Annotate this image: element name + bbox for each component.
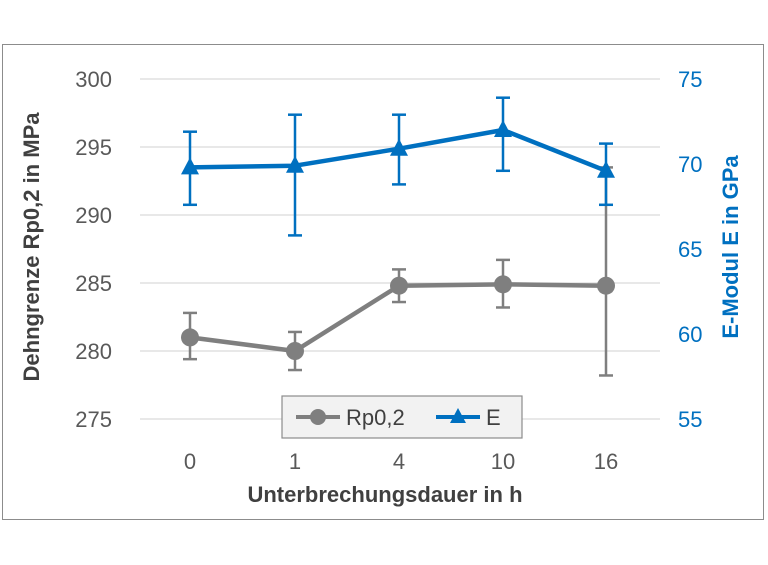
y-left-tick-label: 295 bbox=[75, 135, 112, 160]
data-point bbox=[181, 328, 199, 347]
data-point bbox=[181, 157, 199, 175]
y-right-axis-title: E-Modul E in GPa bbox=[718, 155, 743, 339]
x-axis-title: Unterbrechungsdauer in h bbox=[247, 482, 522, 507]
legend-rp-marker bbox=[310, 409, 326, 425]
y-right-tick-label: 55 bbox=[678, 407, 702, 432]
y-right-tick-label: 75 bbox=[678, 67, 702, 92]
y-left-tick-label: 290 bbox=[75, 203, 112, 228]
data-point bbox=[494, 275, 512, 294]
x-tick-label: 10 bbox=[491, 449, 515, 474]
data-point bbox=[390, 138, 408, 156]
tick-labels: 275 280 285 290 295 300 55 60 65 70 75 0 1 4 10 16 bbox=[75, 67, 702, 474]
data-point bbox=[390, 276, 408, 295]
chart-frame bbox=[2, 44, 764, 520]
legend-e-marker bbox=[450, 408, 466, 423]
y-right-tick-label: 60 bbox=[678, 322, 702, 347]
y-left-axis-title: Dehngrenze Rp0,2 in MPa bbox=[19, 112, 44, 382]
data-point bbox=[286, 155, 304, 173]
series-rp02 bbox=[181, 166, 615, 377]
legend: Rp0,2 E bbox=[281, 395, 523, 439]
legend-label-e: E bbox=[486, 405, 501, 430]
y-left-tick-label: 275 bbox=[75, 407, 112, 432]
data-point bbox=[494, 120, 512, 137]
legend-label-rp: Rp0,2 bbox=[346, 405, 405, 430]
y-right-tick-label: 65 bbox=[678, 237, 702, 262]
x-tick-label: 16 bbox=[594, 449, 618, 474]
series-layer bbox=[181, 96, 615, 377]
y-left-tick-label: 300 bbox=[75, 67, 112, 92]
x-tick-label: 0 bbox=[184, 449, 196, 474]
y-left-tick-label: 280 bbox=[75, 339, 112, 364]
data-point bbox=[597, 160, 615, 178]
data-point bbox=[597, 276, 615, 295]
x-tick-label: 4 bbox=[393, 449, 405, 474]
series-e-modul bbox=[181, 96, 615, 237]
y-right-tick-label: 70 bbox=[678, 152, 702, 177]
data-point bbox=[286, 342, 304, 360]
y-left-tick-label: 285 bbox=[75, 271, 112, 296]
x-tick-label: 1 bbox=[289, 449, 301, 474]
